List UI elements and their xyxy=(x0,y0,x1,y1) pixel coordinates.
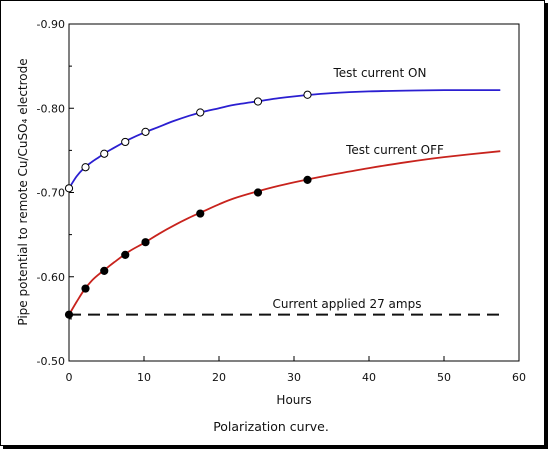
data-point-test-current-off xyxy=(196,209,205,218)
x-tick-label: 50 xyxy=(437,371,451,384)
y-tick-label: -0.70 xyxy=(37,187,65,200)
x-tick-label: 60 xyxy=(512,371,526,384)
figure-caption: Polarization curve. xyxy=(213,419,329,434)
data-point-test-current-off xyxy=(253,188,263,197)
data-point-test-current-off xyxy=(141,238,150,247)
series-line-test-current-off xyxy=(68,150,501,316)
series-label-current-off: Test current OFF xyxy=(345,143,444,157)
x-tick-label: 20 xyxy=(212,371,226,384)
data-point-test-current-on xyxy=(141,127,150,136)
reference-line-label: Current applied 27 amps xyxy=(273,297,422,311)
series-line-test-current-on xyxy=(68,89,501,189)
data-point-test-current-on xyxy=(196,108,205,117)
y-tick-label: -0.60 xyxy=(37,271,65,284)
data-point-test-current-on xyxy=(303,90,312,99)
x-axis-label: Hours xyxy=(276,393,311,407)
y-tick-label: -0.90 xyxy=(37,18,65,31)
data-point-test-current-on xyxy=(100,149,109,158)
y-axis-label: Pipe potential to remote Cu/CuSO₄ electr… xyxy=(16,58,30,325)
data-point-test-current-on xyxy=(253,97,263,106)
x-tick-label: 30 xyxy=(287,371,301,384)
y-tick-label: -0.80 xyxy=(37,102,65,115)
data-point-test-current-off xyxy=(121,250,130,259)
data-point-test-current-off xyxy=(303,175,312,184)
data-point-test-current-off xyxy=(100,266,109,275)
series-label-current-on: Test current ON xyxy=(333,66,427,80)
data-point-test-current-on xyxy=(121,137,130,147)
data-point-test-current-off xyxy=(81,284,90,293)
data-point-test-current-on xyxy=(64,184,74,193)
x-tick-label: 10 xyxy=(137,371,151,384)
y-tick-label: -0.50 xyxy=(37,355,65,368)
x-tick-label: 0 xyxy=(66,371,73,384)
data-point-test-current-off xyxy=(64,310,74,319)
data-point-test-current-on xyxy=(81,163,90,172)
x-tick-label: 40 xyxy=(362,371,376,384)
